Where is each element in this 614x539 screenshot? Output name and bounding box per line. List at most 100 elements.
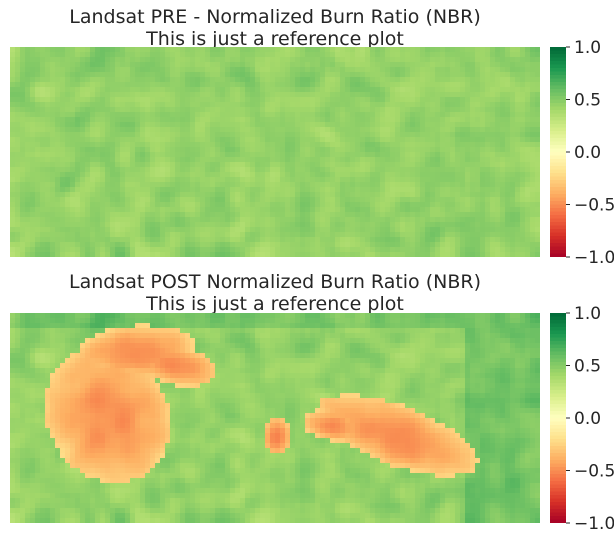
heatmap-cell	[105, 207, 111, 213]
heatmap-cell	[285, 323, 291, 329]
heatmap-cell	[85, 217, 91, 223]
heatmap-cell	[200, 127, 206, 133]
heatmap-cell	[40, 117, 46, 123]
heatmap-cell	[230, 97, 236, 103]
heatmap-cell	[480, 328, 486, 334]
heatmap-cell	[65, 92, 71, 98]
heatmap-cell	[365, 82, 371, 88]
heatmap-cell	[510, 52, 516, 58]
heatmap-cell	[95, 157, 101, 163]
heatmap-cell	[240, 212, 246, 218]
heatmap-cell	[355, 127, 361, 133]
heatmap-cell	[55, 67, 61, 73]
heatmap-cell	[205, 182, 211, 188]
heatmap-cell	[410, 187, 416, 193]
heatmap-cell	[255, 167, 261, 173]
heatmap-cell	[30, 127, 36, 133]
heatmap-cell	[220, 92, 226, 98]
heatmap-cell	[120, 152, 126, 158]
heatmap-cell	[40, 207, 46, 213]
heatmap-cell	[50, 52, 56, 58]
heatmap-cell	[360, 107, 366, 113]
heatmap-cell	[310, 222, 316, 228]
heatmap-cell	[340, 147, 346, 153]
heatmap-cell	[350, 252, 356, 257]
heatmap-cell	[470, 197, 476, 203]
heatmap-cell	[90, 177, 96, 183]
heatmap-cell	[430, 212, 436, 218]
heatmap-cell	[280, 177, 286, 183]
heatmap-cell	[460, 237, 466, 243]
heatmap-cell	[270, 67, 276, 73]
heatmap-cell	[345, 197, 351, 203]
heatmap-cell	[460, 172, 466, 178]
heatmap-cell	[535, 152, 540, 158]
heatmap-cell	[35, 323, 41, 329]
heatmap-cell	[200, 232, 206, 238]
heatmap-cell	[325, 52, 331, 58]
heatmap-cell	[280, 82, 286, 88]
heatmap-cell	[265, 152, 271, 158]
heatmap-cell	[370, 142, 376, 148]
heatmap-cell	[75, 217, 81, 223]
heatmap-cell	[45, 47, 51, 53]
heatmap-cell	[525, 52, 531, 58]
heatmap-cell	[335, 237, 341, 243]
heatmap-cell	[290, 318, 296, 324]
heatmap-cell	[15, 222, 21, 228]
heatmap-cell	[245, 172, 251, 178]
heatmap-cell	[205, 147, 211, 153]
heatmap-cell	[200, 192, 206, 198]
heatmap-cell	[305, 217, 311, 223]
heatmap-cell	[430, 222, 436, 228]
heatmap-cell	[415, 187, 421, 193]
heatmap-cell	[125, 197, 131, 203]
heatmap-cell	[260, 182, 266, 188]
heatmap-cell	[420, 177, 426, 183]
heatmap-cell	[345, 237, 351, 243]
heatmap-cell	[270, 157, 276, 163]
heatmap-cell	[310, 192, 316, 198]
heatmap-cell	[445, 182, 451, 188]
heatmap-cell	[215, 147, 221, 153]
heatmap-cell	[35, 152, 41, 158]
heatmap-cell	[300, 172, 306, 178]
heatmap-cell	[450, 102, 456, 108]
heatmap-cell	[395, 102, 401, 108]
heatmap-cell	[215, 247, 221, 253]
heatmap-cell	[260, 192, 266, 198]
heatmap-cell	[300, 107, 306, 113]
heatmap-cell	[220, 167, 226, 173]
heatmap-cell	[370, 197, 376, 203]
heatmap-cell	[535, 77, 540, 83]
heatmap-cell	[475, 182, 481, 188]
heatmap-cell	[335, 62, 341, 68]
heatmap-cell	[220, 147, 226, 153]
heatmap-cell	[170, 227, 176, 233]
heatmap-cell	[180, 252, 186, 257]
heatmap-cell	[300, 237, 306, 243]
colorbar-segment	[550, 120, 566, 125]
heatmap-cell	[525, 117, 531, 123]
heatmap-cell	[355, 212, 361, 218]
heatmap-cell	[330, 252, 336, 257]
heatmap-cell	[450, 137, 456, 143]
heatmap-cell	[225, 107, 231, 113]
heatmap-cell	[490, 82, 496, 88]
heatmap-cell	[515, 127, 521, 133]
heatmap-cell	[220, 237, 226, 243]
heatmap-cell	[75, 152, 81, 158]
heatmap-cell	[165, 117, 171, 123]
heatmap-cell	[170, 107, 176, 113]
heatmap-cell	[285, 57, 291, 63]
heatmap-cell	[150, 237, 156, 243]
heatmap-cell	[425, 232, 431, 238]
heatmap-cell	[80, 147, 86, 153]
heatmap-cell	[155, 72, 161, 78]
heatmap-cell	[200, 167, 206, 173]
heatmap-cell	[290, 232, 296, 238]
heatmap-cell	[35, 57, 41, 63]
heatmap-cell	[50, 323, 56, 329]
heatmap-cell	[275, 222, 281, 228]
heatmap-cell	[160, 47, 166, 53]
